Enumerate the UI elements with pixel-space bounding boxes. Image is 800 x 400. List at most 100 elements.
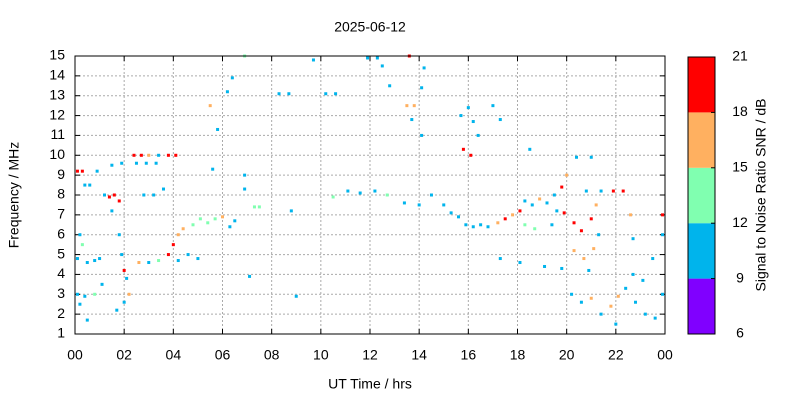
data-point: [216, 127, 220, 131]
data-point: [125, 276, 129, 280]
data-point: [230, 76, 234, 80]
data-point: [402, 201, 406, 205]
data-point: [120, 253, 124, 257]
data-point: [78, 302, 82, 306]
data-point: [538, 197, 542, 201]
data-point: [523, 199, 527, 203]
data-point: [572, 249, 576, 253]
data-point: [83, 294, 87, 298]
x-tick-label: 20: [559, 347, 575, 363]
data-point: [221, 215, 224, 219]
data-point: [198, 217, 202, 221]
y-tick-label: 13: [49, 86, 65, 102]
data-point: [373, 189, 377, 193]
data-point: [294, 294, 298, 298]
data-point: [287, 92, 291, 96]
data-point: [420, 86, 424, 90]
data-point: [629, 213, 633, 217]
data-point: [166, 253, 170, 257]
y-tick-label: 1: [57, 325, 65, 341]
data-point: [174, 153, 178, 157]
data-point: [471, 120, 475, 124]
data-point: [609, 304, 613, 308]
data-point: [147, 153, 151, 157]
data-point: [621, 189, 625, 193]
colorbar-band: [688, 112, 715, 168]
data-point: [107, 195, 111, 199]
colorbar-frame: [687, 56, 716, 335]
y-tick-label: 12: [49, 106, 65, 122]
data-point: [331, 195, 335, 199]
data-point: [503, 217, 507, 221]
data-point: [562, 211, 566, 215]
y-tick-label: 10: [49, 146, 65, 162]
data-point: [248, 274, 252, 278]
chart-title: 2025-06-12: [334, 19, 406, 35]
data-point: [171, 243, 175, 247]
data-point: [587, 268, 591, 272]
x-axis-label: UT Time / hrs: [328, 376, 412, 392]
data-point: [166, 153, 170, 157]
y-tick-label: 5: [57, 245, 65, 261]
data-point: [110, 209, 114, 213]
data-point: [405, 104, 409, 108]
x-tick-label: 12: [362, 347, 378, 363]
data-point: [420, 133, 424, 137]
data-point: [134, 161, 138, 165]
y-tick-label: 11: [50, 126, 65, 142]
data-point: [459, 114, 463, 118]
x-tick-label: 08: [264, 347, 280, 363]
data-point: [614, 322, 618, 326]
data-point: [277, 92, 281, 96]
data-point: [572, 221, 576, 225]
data-point: [528, 147, 532, 151]
data-point: [213, 217, 217, 221]
data-point: [560, 266, 564, 270]
data-point: [496, 221, 500, 225]
data-point: [117, 199, 121, 203]
data-point: [579, 229, 583, 233]
data-point: [346, 189, 350, 193]
y-tick-label: 2: [57, 305, 65, 321]
y-tick-label: 6: [57, 225, 65, 241]
data-point: [651, 257, 655, 261]
data-point: [469, 153, 473, 157]
data-point: [422, 66, 426, 70]
data-point: [570, 292, 574, 296]
data-point: [592, 247, 596, 251]
x-tick-label: 16: [461, 347, 477, 363]
data-point: [442, 203, 446, 207]
y-tick-label: 15: [49, 47, 65, 63]
data-point: [78, 233, 82, 237]
data-point: [162, 187, 165, 191]
data-point: [491, 104, 495, 108]
data-point: [545, 201, 549, 205]
data-point: [233, 219, 237, 223]
data-point: [589, 217, 593, 221]
data-point: [518, 209, 522, 213]
data-point: [641, 278, 645, 282]
data-point: [449, 211, 453, 215]
colorbar-tick-label: 9: [736, 269, 744, 285]
data-point: [358, 191, 362, 195]
data-point: [100, 282, 104, 286]
data-point: [85, 318, 89, 322]
data-point: [120, 161, 124, 165]
data-point: [511, 213, 515, 217]
data-point: [132, 153, 136, 157]
data-point: [88, 183, 92, 187]
data-point: [631, 237, 635, 241]
data-point: [137, 261, 141, 265]
x-tick-label: 00: [67, 347, 83, 363]
data-point: [550, 223, 554, 227]
data-point: [471, 225, 475, 229]
data-point: [380, 64, 384, 68]
data-point: [206, 221, 210, 225]
y-tick-label: 8: [57, 186, 65, 202]
data-point: [410, 118, 414, 122]
y-tick-label: 3: [57, 285, 65, 301]
data-point: [80, 169, 84, 173]
data-point: [624, 286, 628, 290]
data-point: [634, 300, 637, 304]
data-point: [228, 225, 232, 229]
